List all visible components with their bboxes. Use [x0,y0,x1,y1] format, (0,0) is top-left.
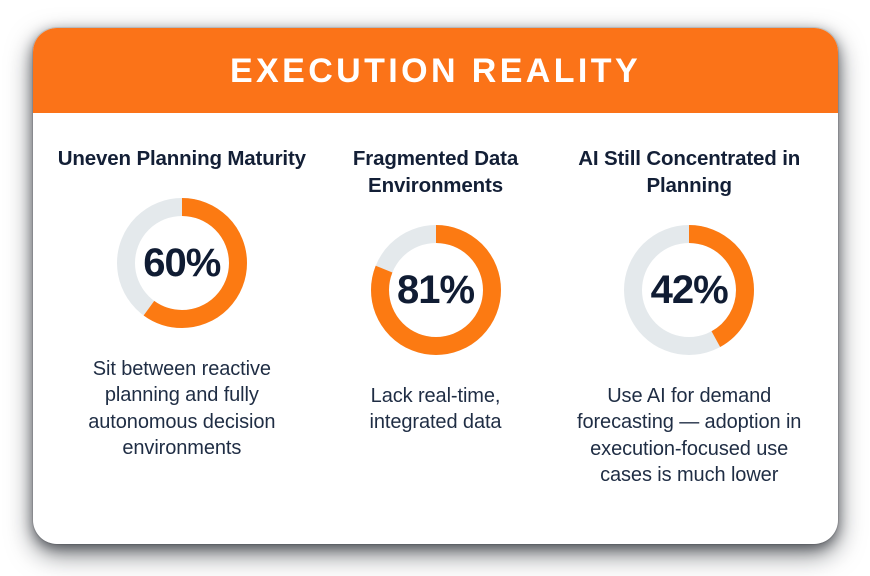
donut-value-label: 42% [650,268,729,313]
stat-caption: Sit between reactive planning and fully … [88,358,276,460]
stat-heading: Uneven Planning Maturity [57,147,306,170]
donut-chart-fragmented-data-environments: 81% [370,225,501,356]
donut-chart-uneven-planning-maturity: 60% [116,198,247,329]
donut-svg [116,198,247,329]
stats-row: Uneven Planning Maturity 60% Sit between… [33,113,838,544]
page-title: EXECUTION REALITY [229,51,642,90]
donut-value-label: 60% [143,241,221,286]
stat-heading: AI Still Concentrated in Planning [578,147,801,198]
donut-value-label: 81% [396,268,475,313]
donut-svg [370,225,501,356]
stat-heading: Fragmented Data Environments [352,147,519,198]
donut-value-arc [624,225,755,356]
donut-svg [624,225,755,356]
stat-column-ai-still-concentrated-in-planning: AI Still Concentrated in Planning 42% Us… [562,145,816,489]
stat-column-uneven-planning-maturity: Uneven Planning Maturity 60% Sit between… [55,145,309,462]
donut-chart-ai-still-concentrated-in-planning: 42% [624,225,755,356]
stat-column-fragmented-data-environments: Fragmented Data Environments 81% Lack re… [309,145,563,436]
card-header-band: EXECUTION REALITY [33,28,838,113]
stat-caption: Lack real-time, integrated data [369,385,502,434]
stat-caption: Use AI for demand forecasting — adoption… [577,385,802,487]
execution-reality-card: EXECUTION REALITY Uneven Planning Maturi… [33,28,838,544]
